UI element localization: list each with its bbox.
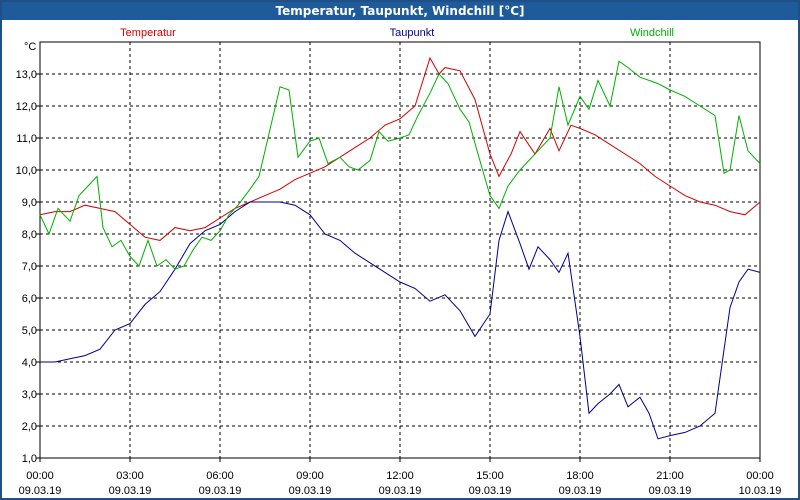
y-tick-label: 5,0 [22, 325, 37, 337]
x-tick-time: 00:00 [746, 470, 774, 482]
y-tick-label: 8,0 [22, 229, 37, 241]
series-line-windchill [39, 60, 761, 270]
y-axis: 1,0 2,0 3,0 4,0 5,0 6,0 7,0 8,0 9,0 10,0 11,0 12,0 1… [16, 69, 40, 465]
series-line-taupunkt [40, 201, 761, 440]
legend-entry-temperatur: Temperatur [120, 27, 176, 39]
legend-entry-windchill: Windchill [630, 27, 674, 39]
x-tick-date: 09.03.19 [199, 485, 242, 497]
x-tick-time: 03:00 [116, 470, 144, 482]
x-tick-time: 12:00 [386, 470, 414, 482]
y-tick-label: 2,0 [22, 421, 37, 433]
x-tick-time: 21:00 [656, 470, 684, 482]
x-tick-date: 09.03.19 [109, 485, 152, 497]
y-tick-label: 3,0 [22, 389, 37, 401]
x-tick-date: 09.03.19 [469, 485, 512, 497]
x-tick-time: 18:00 [566, 470, 594, 482]
grid [40, 42, 760, 459]
x-tick-date: 09.03.19 [559, 485, 602, 497]
x-tick-time: 00:00 [26, 470, 54, 482]
y-tick-label: 7,0 [22, 261, 37, 273]
series-lines [39, 56, 761, 440]
y-tick-label: 10,0 [16, 165, 37, 177]
x-tick-time: 15:00 [476, 470, 504, 482]
chart-title: Temperatur, Taupunkt, Windchill [°C] [2, 2, 798, 20]
x-axis: 00:00 09.03.19 03:00 09.03.19 06:00 09.03.19 0… [19, 458, 782, 497]
y-tick-label: 6,0 [22, 293, 37, 305]
x-tick-time: 09:00 [296, 470, 324, 482]
x-tick-date: 09.03.19 [649, 485, 692, 497]
y-tick-label: 13,0 [16, 69, 37, 81]
y-tick-label: 1,0 [22, 453, 37, 465]
y-tick-label: 4,0 [22, 357, 37, 369]
y-axis-label: °C [24, 41, 36, 53]
y-tick-label: 11,0 [16, 133, 37, 145]
legend-entry-taupunkt: Taupunkt [390, 27, 435, 39]
x-tick-date: 09.03.19 [19, 485, 62, 497]
x-tick-date: 09.03.19 [379, 485, 422, 497]
x-tick-date: 10.03.19 [739, 485, 782, 497]
x-tick-date: 09.03.19 [289, 485, 332, 497]
y-tick-label: 9,0 [22, 197, 37, 209]
series-line-temperatur [39, 56, 761, 241]
legend: Temperatur Taupunkt Windchill [120, 27, 674, 39]
y-tick-label: 12,0 [16, 101, 37, 113]
x-tick-time: 06:00 [206, 470, 234, 482]
